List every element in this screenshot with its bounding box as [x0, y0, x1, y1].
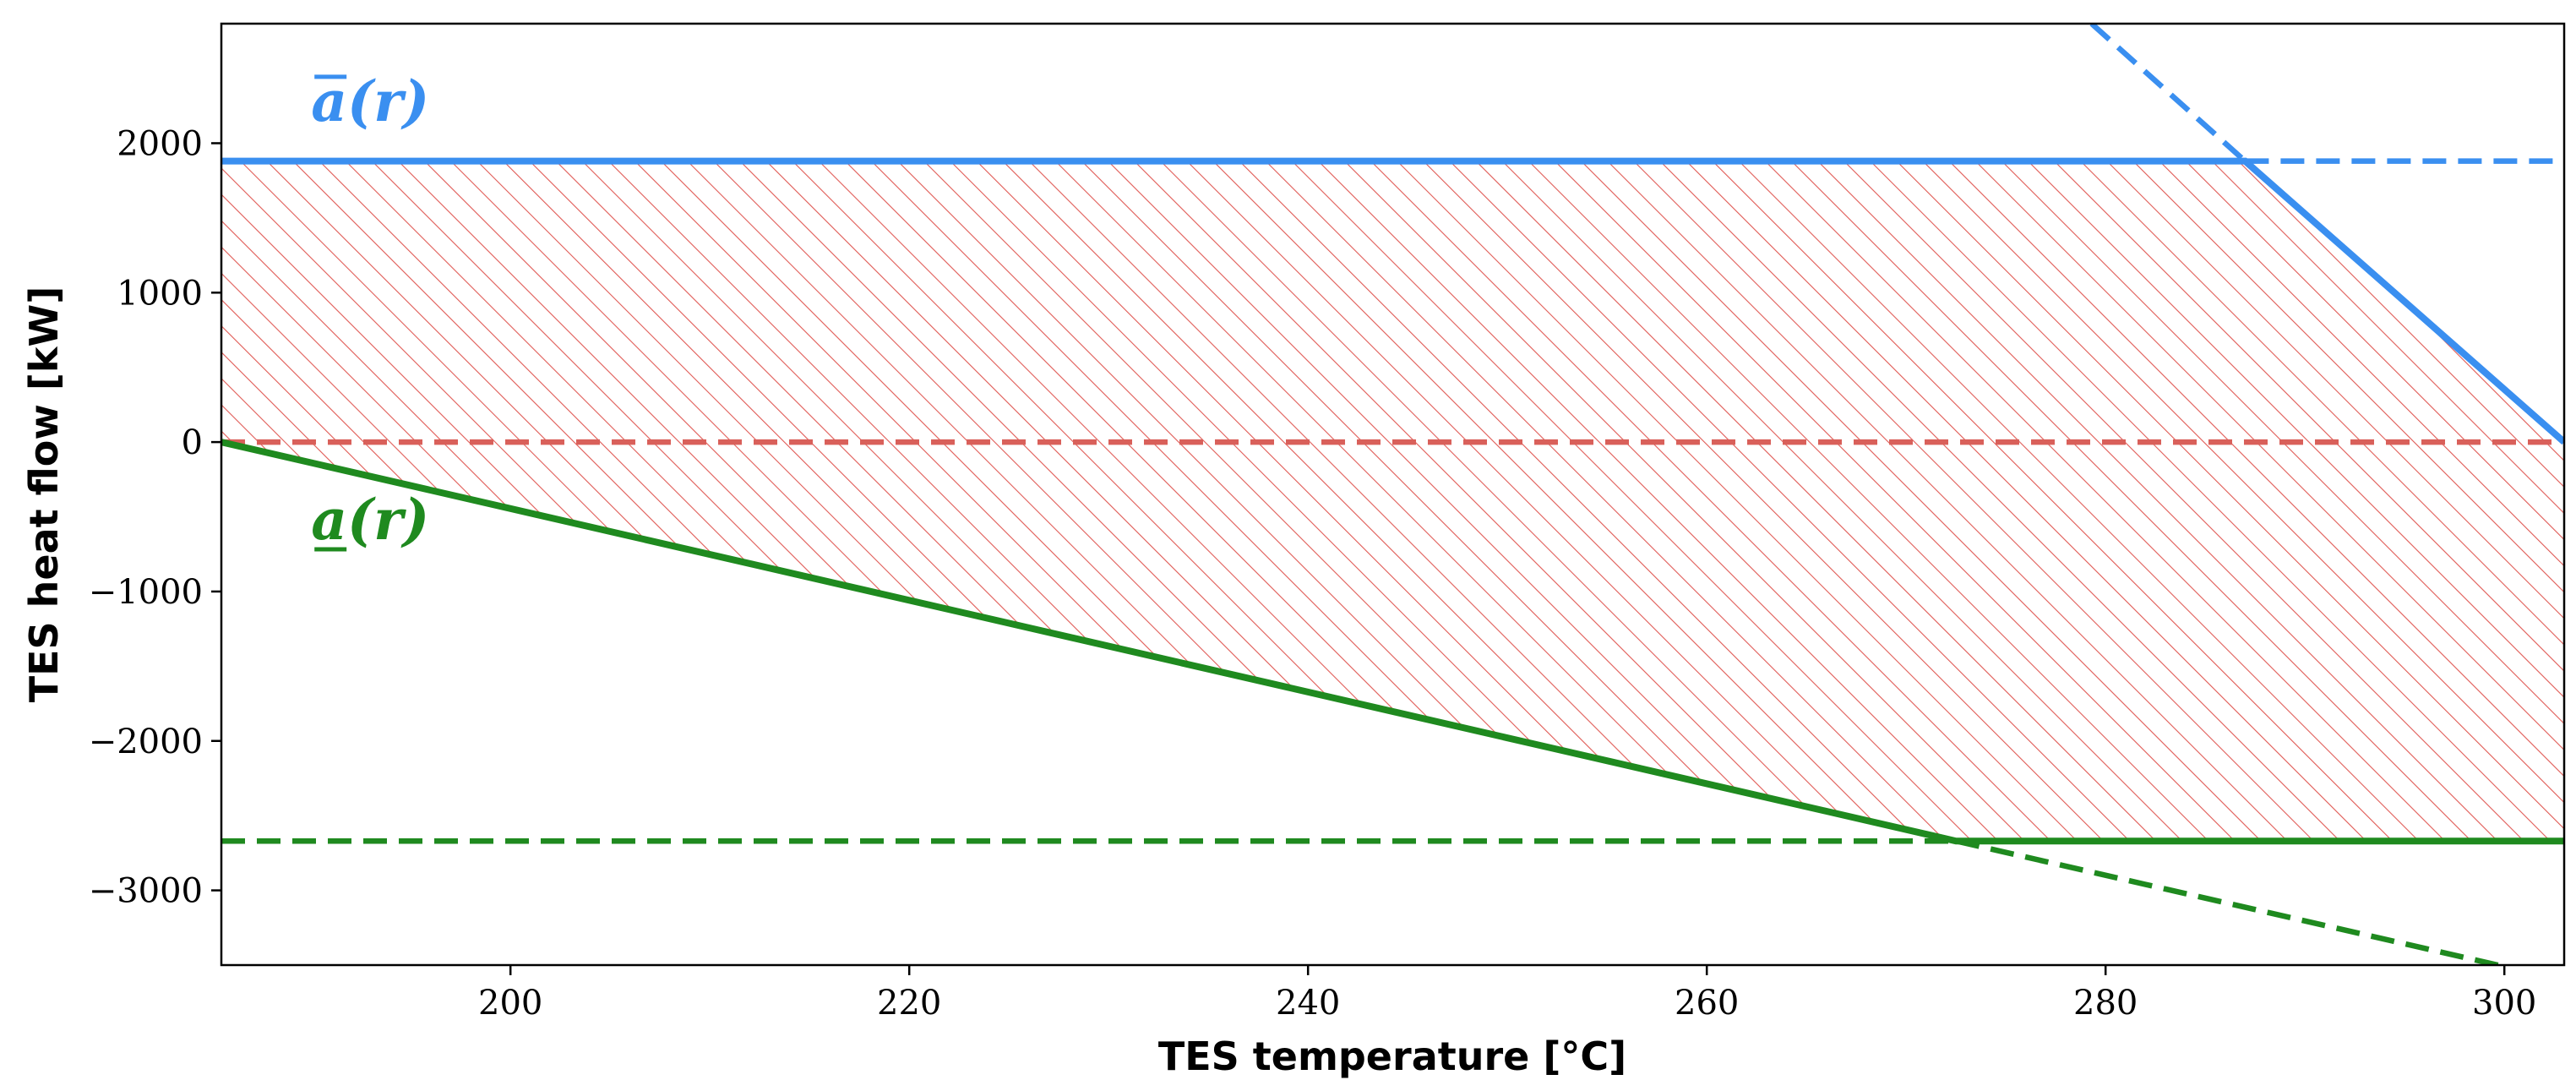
ticks: 200 220 240 260 280 300 −3000 −2000 −1000 0 1000 20…: [89, 124, 2537, 1023]
y-tick-label: 0: [182, 423, 203, 462]
x-tick-label: 280: [2073, 984, 2138, 1023]
x-tick-label: 260: [1675, 984, 1739, 1023]
plot-frame: [220, 22, 2566, 967]
x-axis-title: TES temperature [°C]: [1158, 1034, 1626, 1079]
series-line-dashed-2: [2089, 24, 2247, 164]
lower-bound-label: a(r): [311, 487, 429, 553]
y-tick-label: 1000: [117, 274, 203, 313]
x-tick-label: 200: [478, 984, 542, 1023]
y-axis-title: TES heat flow [kW]: [21, 286, 67, 703]
series-line-dashed-5: [1955, 838, 2505, 965]
annotations: a(r) a(r): [311, 68, 429, 553]
series-layer: [221, 24, 2564, 965]
y-tick-label: −3000: [89, 872, 203, 911]
y-tick-label: −1000: [89, 573, 203, 612]
x-tick-label: 300: [2472, 984, 2536, 1023]
y-tick-label: 2000: [117, 124, 203, 163]
x-tick-label: 240: [1276, 984, 1340, 1023]
x-tick-label: 220: [877, 984, 941, 1023]
feasible-region: [221, 161, 2564, 842]
y-tick-label: −2000: [89, 723, 203, 761]
feasible-region-hatch: [221, 161, 2564, 842]
upper-bound-label: a(r): [311, 68, 429, 134]
series-line-solid-0: [221, 157, 2564, 445]
series-line-solid-3: [221, 439, 2564, 845]
